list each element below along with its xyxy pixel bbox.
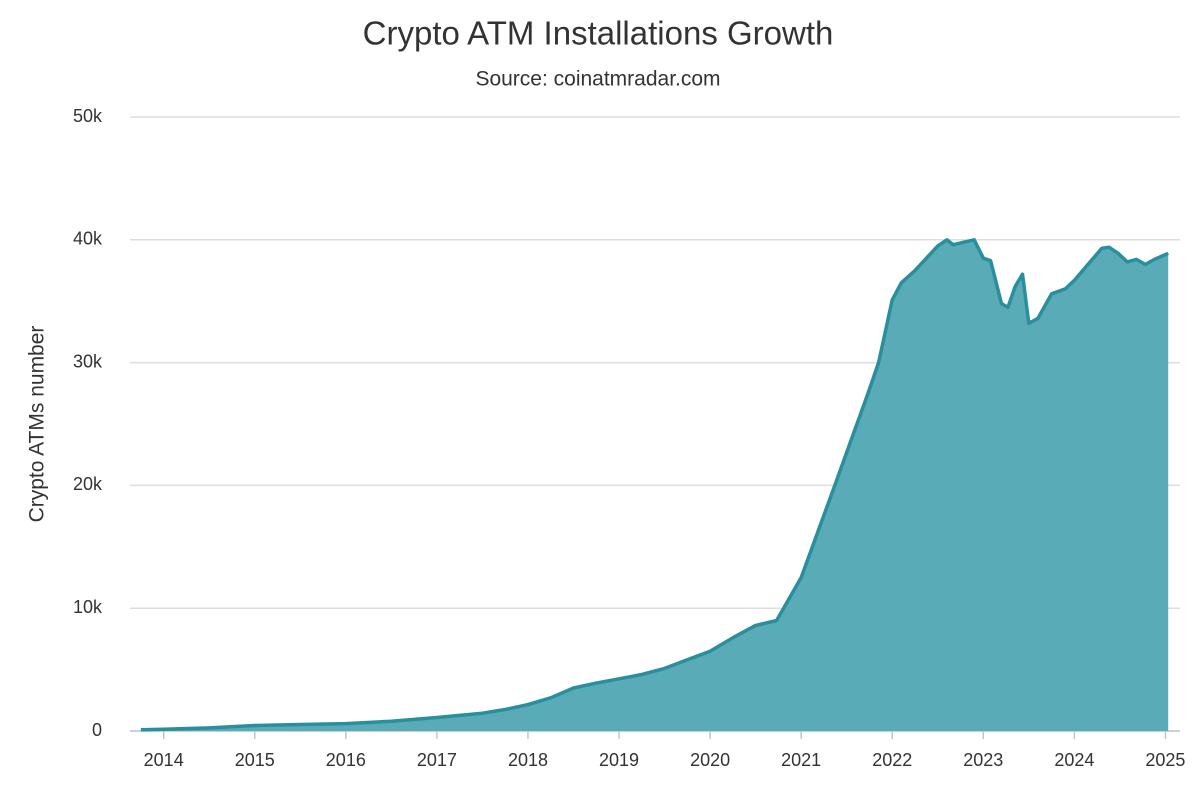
chart-title: Crypto ATM Installations Growth: [363, 15, 834, 52]
x-tick-label: 2020: [690, 750, 730, 770]
x-tick-label: 2018: [508, 750, 548, 770]
x-tick-label: 2014: [144, 750, 184, 770]
x-tick-label: 2021: [781, 750, 821, 770]
x-tick-label: 2015: [235, 750, 275, 770]
y-tick-label: 0: [92, 720, 102, 740]
x-tick-label: 2023: [963, 750, 1003, 770]
x-tick-label: 2016: [326, 750, 366, 770]
x-tick-label: 2025: [1145, 750, 1185, 770]
area: [140, 239, 1169, 732]
y-tick-label: 40k: [73, 229, 103, 249]
x-tick-label: 2019: [599, 750, 639, 770]
x-tick-label: 2024: [1054, 750, 1094, 770]
y-axis-title: Crypto ATMs number: [26, 326, 49, 523]
y-tick-label: 30k: [73, 351, 103, 371]
line: [140, 238, 1169, 732]
y-tick-label: 10k: [73, 597, 103, 617]
x-tick-label: 2022: [872, 750, 912, 770]
x-tick-label: 2017: [417, 750, 457, 770]
y-tick-label: 20k: [73, 474, 103, 494]
chart-subtitle: Source: coinatmradar.com: [475, 68, 720, 91]
y-tick-label: 50k: [73, 106, 103, 126]
